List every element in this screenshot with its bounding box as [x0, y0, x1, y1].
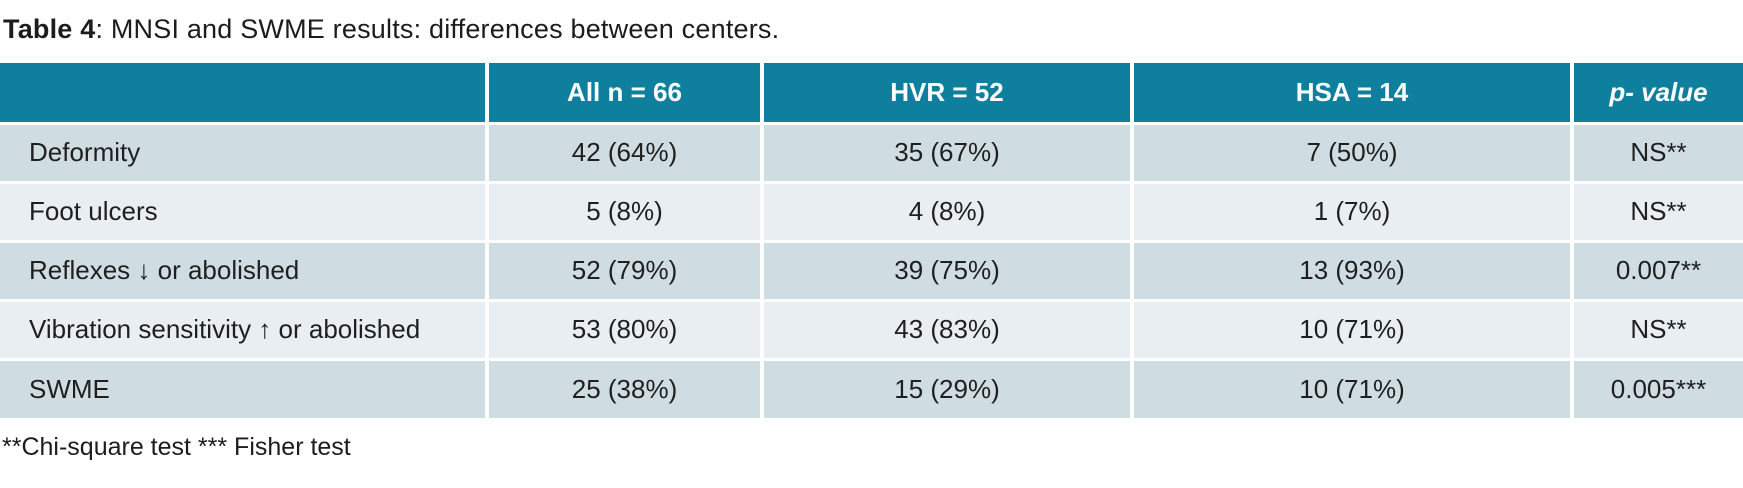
header-row: All n = 66 HVR = 52 HSA = 14 p- value: [0, 63, 1743, 123]
cell-hsa: 10 (71%): [1130, 298, 1572, 359]
cell-hsa: 7 (50%): [1130, 121, 1572, 182]
cell-hsa: 1 (7%): [1130, 180, 1572, 241]
table-title: Table 4: MNSI and SWME results: differen…: [3, 13, 1743, 45]
cell-pvalue: NS**: [1570, 180, 1743, 241]
cell-hvr: 15 (29%): [760, 357, 1132, 418]
cell-pvalue: 0.005***: [1570, 357, 1743, 418]
row-label: Vibration sensitivity ↑ or abolished: [0, 298, 487, 359]
column-header-all: All n = 66: [485, 63, 762, 123]
cell-hsa: 13 (93%): [1130, 239, 1572, 300]
column-header-hvr: HVR = 52: [760, 63, 1132, 123]
table-row: Reflexes ↓ or abolished 52 (79%) 39 (75%…: [0, 239, 1743, 300]
row-label: Foot ulcers: [0, 180, 487, 241]
cell-all: 52 (79%): [485, 239, 762, 300]
cell-pvalue: 0.007**: [1570, 239, 1743, 300]
table-row: Foot ulcers 5 (8%) 4 (8%) 1 (7%) NS**: [0, 180, 1743, 241]
cell-hvr: 43 (83%): [760, 298, 1132, 359]
table-title-text: : MNSI and SWME results: differences bet…: [95, 14, 780, 44]
table-row: Deformity 42 (64%) 35 (67%) 7 (50%) NS**: [0, 121, 1743, 182]
table-row: Vibration sensitivity ↑ or abolished 53 …: [0, 298, 1743, 359]
table-row: SWME 25 (38%) 15 (29%) 10 (71%) 0.005***: [0, 357, 1743, 418]
row-label: Deformity: [0, 121, 487, 182]
footnote: **Chi-square test *** Fisher test: [2, 433, 351, 461]
cell-hvr: 4 (8%): [760, 180, 1132, 241]
column-header-hsa: HSA = 14: [1130, 63, 1572, 123]
row-label: Reflexes ↓ or abolished: [0, 239, 487, 300]
cell-all: 42 (64%): [485, 121, 762, 182]
column-header-pvalue: p- value: [1570, 63, 1743, 123]
column-header-label: [0, 63, 487, 123]
cell-hsa: 10 (71%): [1130, 357, 1572, 418]
cell-pvalue: NS**: [1570, 121, 1743, 182]
table-title-number: Table 4: [3, 14, 96, 44]
cell-all: 25 (38%): [485, 357, 762, 418]
results-table: All n = 66 HVR = 52 HSA = 14 p- value De…: [0, 63, 1743, 418]
row-label: SWME: [0, 357, 487, 418]
cell-hvr: 35 (67%): [760, 121, 1132, 182]
cell-all: 53 (80%): [485, 298, 762, 359]
cell-all: 5 (8%): [485, 180, 762, 241]
cell-hvr: 39 (75%): [760, 239, 1132, 300]
cell-pvalue: NS**: [1570, 298, 1743, 359]
